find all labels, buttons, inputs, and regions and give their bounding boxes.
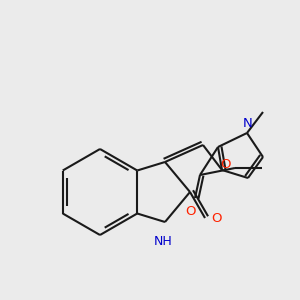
Text: NH: NH (154, 235, 172, 248)
Text: O: O (185, 205, 195, 218)
Text: O: O (220, 158, 231, 172)
Text: N: N (243, 117, 253, 130)
Text: O: O (211, 212, 221, 224)
